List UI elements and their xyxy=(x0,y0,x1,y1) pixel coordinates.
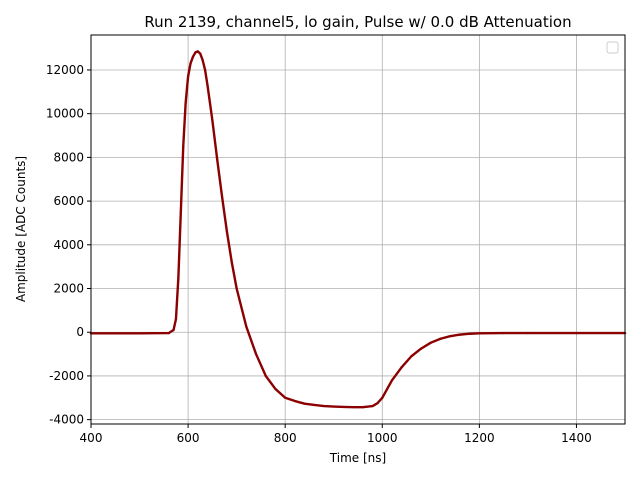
data-point xyxy=(196,50,199,53)
plot-frame xyxy=(90,34,626,425)
x-tick-label: 1400 xyxy=(561,431,592,445)
series-layer xyxy=(89,50,627,409)
data-point xyxy=(194,51,197,54)
data-point xyxy=(332,405,335,408)
data-point xyxy=(184,101,187,104)
x-axis-label: Time [ns] xyxy=(329,451,386,465)
data-point xyxy=(303,402,306,405)
data-point xyxy=(264,374,267,378)
data-point xyxy=(439,337,442,340)
data-point xyxy=(172,328,175,332)
data-point xyxy=(361,406,364,409)
y-tick-label: 0 xyxy=(76,325,84,339)
data-point xyxy=(216,158,219,161)
data-point xyxy=(420,347,423,350)
data-point xyxy=(322,404,326,408)
data-point xyxy=(220,195,224,198)
y-tick-label: -4000 xyxy=(49,413,84,427)
y-tick-label: 8000 xyxy=(53,150,84,164)
data-point xyxy=(235,287,238,290)
x-tick-label: 800 xyxy=(274,431,297,445)
data-point xyxy=(526,331,530,335)
x-tick-label: 400 xyxy=(80,431,103,445)
data-point xyxy=(167,331,170,335)
x-axis-ticks: 400 600 800 1000 1200 1400 xyxy=(80,424,592,445)
data-point xyxy=(274,387,277,391)
data-point xyxy=(191,55,195,58)
data-point xyxy=(177,276,180,279)
data-point xyxy=(225,230,229,233)
y-tick-label: 10000 xyxy=(46,107,84,121)
legend-box xyxy=(606,41,619,54)
data-point xyxy=(575,331,578,335)
y-tick-label: -2000 xyxy=(49,369,84,383)
data-point xyxy=(284,396,287,399)
data-point xyxy=(449,335,452,338)
x-tick-label: 1200 xyxy=(464,431,495,445)
data-point xyxy=(502,331,505,335)
data-point xyxy=(203,68,207,72)
y-tick-label: 4000 xyxy=(53,238,84,252)
chart-title: Run 2139, channel5, lo gain, Pulse w/ 0.… xyxy=(144,13,571,31)
data-point xyxy=(245,325,248,328)
y-axis-ticks: -4000 -2000 0 2000 4000 6000 8000 10000 12000 xyxy=(46,63,91,427)
data-point xyxy=(468,332,471,335)
x-tick-label: 600 xyxy=(177,431,200,445)
y-axis-label: Amplitude [ADC Counts] xyxy=(14,156,28,302)
data-point xyxy=(458,333,462,336)
data-point xyxy=(313,403,316,407)
y-tick-label: 2000 xyxy=(53,282,84,296)
y-tick-label: 12000 xyxy=(46,63,84,77)
data-point xyxy=(254,352,258,356)
data-point xyxy=(429,341,432,344)
data-point xyxy=(342,405,345,409)
data-point xyxy=(293,399,296,403)
data-point xyxy=(174,318,178,321)
data-point xyxy=(179,210,182,214)
data-point xyxy=(371,404,374,408)
data-point xyxy=(186,75,190,78)
data-point xyxy=(206,84,209,87)
data-point xyxy=(211,119,214,122)
data-point xyxy=(386,387,389,391)
data-point xyxy=(138,332,141,335)
data-point xyxy=(199,52,202,55)
data-point xyxy=(352,406,355,409)
data-point xyxy=(201,59,204,62)
data-point xyxy=(400,366,403,369)
data-point xyxy=(478,332,481,335)
data-point xyxy=(381,396,384,399)
y-tick-label: 6000 xyxy=(53,194,84,208)
data-point xyxy=(182,145,185,148)
x-tick-label: 1000 xyxy=(367,431,398,445)
data-point xyxy=(376,402,379,405)
data-point xyxy=(230,261,233,264)
data-point xyxy=(189,62,192,65)
data-point xyxy=(410,355,413,358)
data-point xyxy=(390,379,394,382)
